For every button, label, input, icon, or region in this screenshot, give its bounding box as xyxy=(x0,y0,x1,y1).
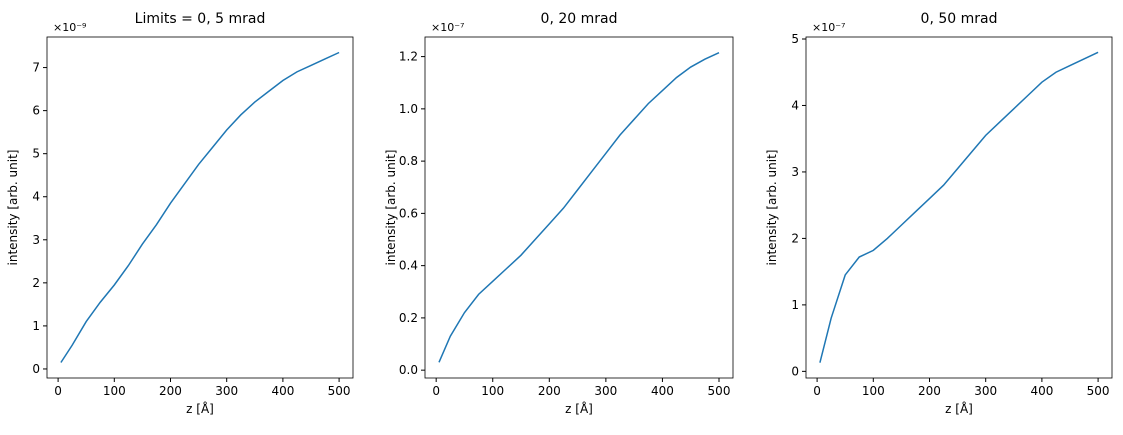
y-tick-label: 0.4 xyxy=(399,259,418,273)
y-axis-label: intensity [arb. unit] xyxy=(765,150,779,266)
y-tick-label: 6 xyxy=(32,104,40,118)
x-tick-label: 400 xyxy=(651,384,674,398)
y-tick-label: 3 xyxy=(791,165,799,179)
line xyxy=(60,51,340,363)
chart-title: 0, 50 mrad xyxy=(921,11,998,27)
axes-frame xyxy=(46,36,354,379)
panel: 0 100 200 300 400 500 0 1 2 3 4 5 0, 50 mrad ×10⁻⁷ z [… xyxy=(765,11,1113,416)
y-offset-label: ×10⁻⁷ xyxy=(812,21,845,34)
x-axis-label: z [Å] xyxy=(945,401,973,416)
x-tick-label: 0 xyxy=(813,384,821,398)
y-axis-label: intensity [arb. unit] xyxy=(6,150,20,266)
y-tick-label: 4 xyxy=(791,98,799,112)
y-tick-label: 4 xyxy=(32,190,40,204)
x-tick-label: 0 xyxy=(54,384,62,398)
panel: 0 100 200 300 400 500 0 1 2 3 4 5 6 7 Limits = 0, 5 mr… xyxy=(6,11,354,416)
chart-title: 0, 20 mrad xyxy=(541,11,618,27)
y-tick-label: 1 xyxy=(32,319,40,333)
panel: 0 100 200 300 400 500 0.0 0.2 0.4 0.6 0.8 1.0 1.2 0, … xyxy=(384,11,734,416)
y-tick-label: 0 xyxy=(791,364,799,378)
y-tick-label: 7 xyxy=(32,61,40,75)
y-tick-label: 0.2 xyxy=(399,311,418,325)
line xyxy=(438,51,720,363)
x-tick-label: 100 xyxy=(481,384,504,398)
line xyxy=(819,51,1099,363)
y-tick-label: 0.6 xyxy=(399,206,418,220)
x-tick-label: 400 xyxy=(271,384,294,398)
x-tick-label: 300 xyxy=(974,384,997,398)
y-tick-label: 0.0 xyxy=(399,363,418,377)
axes-frame xyxy=(424,36,734,379)
x-tick-label: 400 xyxy=(1030,384,1053,398)
y-tick-label: 1.0 xyxy=(399,102,418,116)
x-axis-label: z [Å] xyxy=(186,401,214,416)
y-axis-label: intensity [arb. unit] xyxy=(384,150,398,266)
chart-title: Limits = 0, 5 mrad xyxy=(135,11,266,27)
y-tick-label: 2 xyxy=(32,276,40,290)
y-tick-label: 2 xyxy=(791,231,799,245)
y-tick-label: 1.2 xyxy=(399,50,418,64)
y-tick-label: 3 xyxy=(32,233,40,247)
y-tick-label: 0.8 xyxy=(399,154,418,168)
x-tick-label: 300 xyxy=(215,384,238,398)
x-tick-label: 500 xyxy=(708,384,731,398)
x-tick-label: 100 xyxy=(103,384,126,398)
x-tick-label: 200 xyxy=(538,384,561,398)
axes-frame xyxy=(805,36,1113,379)
x-tick-label: 0 xyxy=(432,384,440,398)
x-tick-label: 300 xyxy=(594,384,617,398)
x-tick-label: 200 xyxy=(159,384,182,398)
y-offset-label: ×10⁻⁷ xyxy=(431,21,464,34)
x-tick-label: 200 xyxy=(918,384,941,398)
x-tick-label: 500 xyxy=(328,384,351,398)
y-tick-label: 5 xyxy=(32,147,40,161)
y-offset-label: ×10⁻⁹ xyxy=(53,21,86,34)
x-axis-label: z [Å] xyxy=(565,401,593,416)
y-tick-label: 5 xyxy=(791,32,799,46)
y-tick-label: 0 xyxy=(32,362,40,376)
y-tick-label: 1 xyxy=(791,298,799,312)
x-tick-label: 500 xyxy=(1087,384,1110,398)
x-tick-label: 100 xyxy=(862,384,885,398)
